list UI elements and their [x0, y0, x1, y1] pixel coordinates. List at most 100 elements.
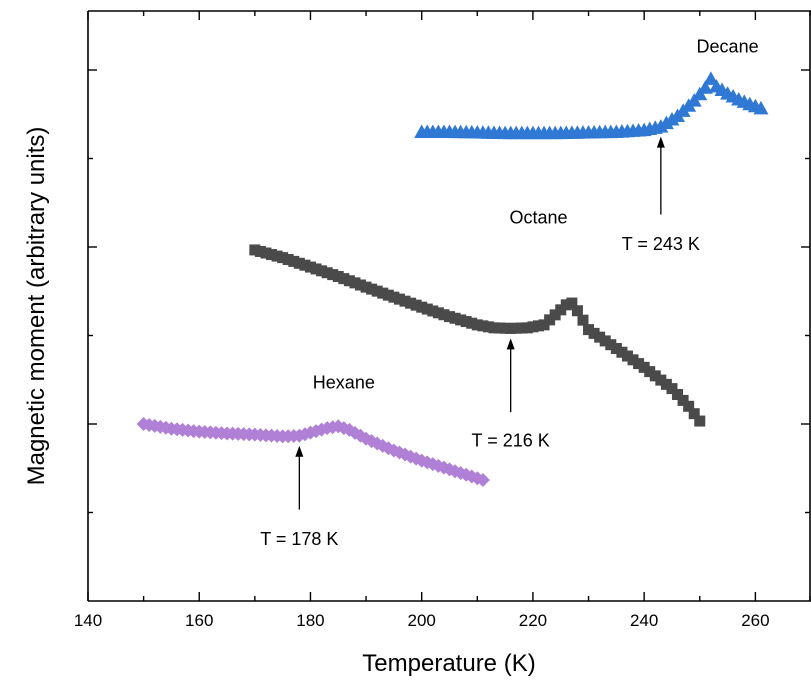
data-point: [521, 322, 533, 334]
data-point: [571, 305, 583, 317]
x-axis: 140 160 180 200 220 240 260: [74, 11, 811, 630]
data-point: [499, 322, 511, 334]
data-point: [516, 322, 528, 334]
data-point: [583, 324, 595, 336]
data-point: [660, 378, 672, 390]
data-point: [349, 277, 361, 289]
data-point: [638, 361, 650, 373]
data-point: [371, 285, 383, 297]
data-point: [577, 314, 589, 326]
data-point: [388, 291, 400, 303]
data-point: [405, 297, 417, 309]
series-label: Decane: [697, 36, 759, 56]
data-point: [393, 293, 405, 305]
plot-frame: [87, 10, 811, 602]
annotation-label: T = 243 K: [622, 234, 700, 254]
data-point: [477, 320, 489, 332]
data-point: [249, 244, 261, 256]
data-point: [688, 408, 700, 420]
data-point: [610, 342, 622, 354]
data-point: [288, 255, 300, 267]
data-point: [421, 303, 433, 315]
data-point: [505, 322, 517, 334]
data-point: [366, 283, 378, 295]
data-point: [494, 322, 506, 334]
series-label: Hexane: [313, 373, 375, 393]
x-tick-label: 240: [630, 611, 658, 630]
data-point: [321, 267, 333, 279]
data-point: [753, 100, 769, 115]
data-point: [544, 314, 556, 326]
data-point: [633, 358, 645, 370]
annotation-arrow-head: [656, 136, 665, 148]
data-point: [605, 339, 617, 351]
data-point: [293, 257, 305, 269]
data-point: [444, 311, 455, 323]
data-point: [455, 314, 467, 326]
data-point: [549, 309, 561, 321]
data-point: [488, 322, 500, 334]
data-point: [316, 265, 328, 277]
data-point: [327, 269, 339, 281]
series-layer: [136, 71, 769, 488]
data-point: [616, 346, 628, 358]
data-point: [343, 275, 355, 287]
data-point: [438, 309, 450, 321]
x-tick-label: 260: [741, 611, 769, 630]
series-octane: [249, 244, 706, 427]
series-decane: [414, 71, 769, 140]
annotation-arrow-head: [295, 445, 304, 457]
data-point: [655, 374, 667, 386]
data-point: [332, 271, 344, 282]
x-tick-label: 160: [185, 611, 213, 630]
data-point: [432, 307, 444, 319]
x-tick-label: 200: [408, 611, 436, 630]
data-point: [697, 80, 713, 94]
data-point: [560, 299, 572, 311]
data-point: [666, 383, 678, 395]
data-point: [683, 400, 695, 412]
y-axis: [88, 69, 810, 514]
x-axis-title: Temperature (K): [362, 650, 535, 677]
data-point: [266, 249, 278, 261]
data-point: [449, 312, 461, 324]
data-point: [260, 247, 272, 259]
annotation-label: T = 216 K: [472, 430, 550, 450]
data-point: [555, 304, 567, 316]
data-point: [532, 320, 544, 332]
data-point: [304, 261, 316, 273]
data-point: [377, 287, 389, 299]
data-point: [510, 322, 522, 334]
x-tick-label: 180: [296, 611, 324, 630]
series-hexane: [136, 417, 490, 488]
data-point: [254, 245, 266, 257]
data-point: [621, 350, 633, 362]
transition-annotation: T = 243 K: [622, 136, 700, 254]
data-point: [594, 331, 606, 343]
data-point: [527, 321, 539, 333]
data-point: [677, 394, 689, 406]
data-point: [382, 289, 394, 301]
data-point: [538, 319, 550, 331]
data-point: [703, 71, 719, 85]
data-point: [338, 273, 350, 285]
data-point: [399, 295, 411, 307]
data-point: [427, 305, 439, 317]
series-label: Octane: [509, 207, 567, 227]
transition-annotation: T = 216 K: [472, 338, 550, 450]
data-point: [460, 316, 472, 328]
data-point: [588, 327, 600, 339]
data-point: [299, 259, 311, 271]
data-point: [694, 415, 706, 427]
x-tick-label: 140: [74, 611, 102, 630]
data-point: [282, 254, 294, 266]
data-point: [672, 389, 684, 400]
data-point: [644, 366, 656, 378]
data-point: [566, 297, 578, 309]
y-axis-title: Magnetic moment (arbitrary units): [23, 127, 50, 486]
data-point: [482, 321, 494, 333]
annotation-arrow-head: [506, 338, 515, 350]
data-point: [649, 370, 661, 382]
data-point: [627, 354, 639, 366]
data-point: [271, 250, 283, 262]
